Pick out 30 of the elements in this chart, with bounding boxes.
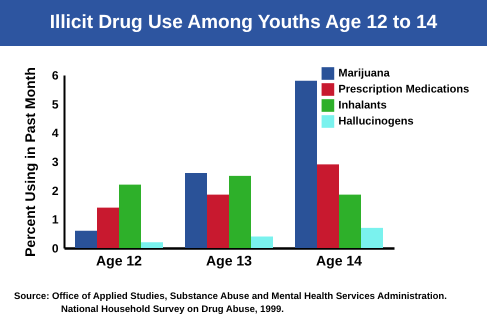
bar [207, 194, 229, 248]
bar [229, 176, 251, 248]
bar [97, 208, 119, 248]
bar [317, 164, 339, 248]
bar [251, 236, 273, 248]
y-axis-title: Percent Using in Past Month [22, 67, 38, 257]
bar [185, 173, 207, 248]
legend-label: Prescription Medications [338, 84, 470, 96]
y-tick-label: 4 [52, 126, 59, 140]
y-tick-label: 5 [52, 97, 59, 112]
legend-label: Hallucinogens [338, 116, 414, 128]
y-tick-label: 1 [52, 212, 59, 227]
chart-title: Illicit Drug Use Among Youths Age 12 to 14 [0, 0, 487, 46]
x-tick-label: Age 13 [206, 252, 252, 268]
legend-label: Inhalants [338, 100, 387, 112]
text: National Household Survey on Drug Abuse, 1999. [60, 303, 285, 316]
bar [75, 230, 97, 248]
y-tick-label: 3 [52, 155, 59, 169]
x-tick-label: Age 12 [96, 252, 142, 268]
y-tick-label: 6 [52, 68, 59, 82]
legend-label: Marijuana [338, 68, 391, 80]
bar [295, 80, 317, 248]
source-note: Source: Office of Applied Studies, Substance Abuse and Mental Health Services Administration. [13, 290, 448, 303]
bar [119, 184, 141, 248]
y-tick-label: 2 [52, 184, 59, 198]
bar [361, 228, 383, 248]
x-tick-label: Age 14 [316, 252, 362, 268]
bar [339, 194, 361, 248]
bar [141, 242, 163, 248]
y-tick-label: 0 [52, 242, 59, 256]
